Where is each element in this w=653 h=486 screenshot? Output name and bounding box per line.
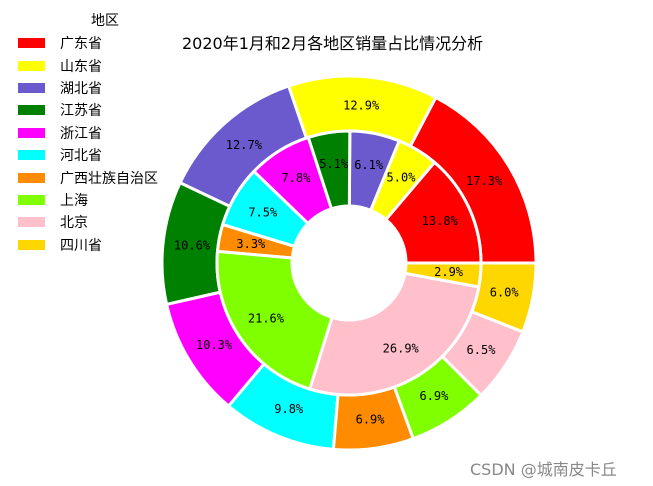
legend-label: 河北省 (60, 148, 102, 165)
watermark: CSDN @城南皮卡丘 (470, 460, 617, 479)
inner-slice-label-9: 2.9% (434, 265, 464, 279)
legend-label: 山东省 (60, 58, 102, 75)
outer-slice-label-2: 12.7% (226, 138, 263, 152)
inner-slice-8 (307, 271, 481, 397)
legend-item: 山东省 (12, 54, 158, 76)
chart-title: 2020年1月和2月各地区销量占比情况分析 (182, 34, 484, 53)
inner-slice-label-4: 7.8% (281, 171, 311, 185)
outer-slice-label-3: 10.6% (174, 239, 211, 253)
inner-slice-label-3: 5.1% (319, 157, 349, 171)
legend-swatch (18, 217, 45, 228)
legend-item: 河北省 (12, 144, 158, 166)
outer-slice-label-1: 12.9% (343, 98, 380, 112)
legend-label: 广西壮族自治区 (60, 170, 158, 187)
legend-swatch (18, 172, 45, 183)
legend-swatch (18, 239, 45, 250)
legend-item: 广西壮族自治区 (12, 166, 158, 188)
legend-swatch (18, 60, 45, 71)
legend-swatch (18, 38, 45, 49)
legend-label: 湖北省 (60, 80, 102, 97)
outer-slice-label-0: 17.3% (466, 174, 503, 188)
legend-swatch (18, 105, 45, 116)
outer-slice-label-4: 10.3% (196, 338, 233, 352)
legend-swatch (18, 82, 45, 93)
legend-item: 四川省 (12, 234, 158, 256)
legend-item: 湖北省 (12, 77, 158, 99)
legend-label: 江苏省 (60, 103, 102, 120)
legend-swatch (18, 150, 45, 161)
inner-slice-label-6: 3.3% (236, 237, 266, 251)
legend-item: 广东省 (12, 32, 158, 54)
legend-item: 上海 (12, 189, 158, 211)
slice-labels: 17.3% 12.9% 12.7% 10.6% 10.3% 9.8% 6.9% 6.9% 6.5… (174, 98, 520, 426)
inner-slice-label-5: 7.5% (248, 205, 278, 219)
legend-label: 北京 (60, 215, 88, 232)
inner-slice-label-8: 26.9% (383, 342, 420, 356)
outer-slice-label-7: 6.9% (419, 389, 449, 403)
legend-items: 广东省山东省湖北省江苏省浙江省河北省广西壮族自治区 上海北京四川省 (12, 32, 158, 256)
legend-label: 广东省 (60, 36, 102, 53)
outer-slice-label-6: 6.9% (356, 413, 386, 427)
legend-swatch (18, 194, 45, 205)
inner-slice-label-0: 13.8% (422, 214, 459, 228)
legend-item: 北京 (12, 211, 158, 233)
legend-swatch (18, 127, 45, 138)
legend-title: 地区 (91, 13, 119, 29)
legend-item: 浙江省 (12, 122, 158, 144)
inner-slice-label-1: 5.0% (387, 171, 417, 185)
inner-slice-7 (215, 249, 334, 391)
inner-slice-label-7: 21.6% (248, 312, 285, 326)
outer-slice-label-5: 9.8% (274, 402, 304, 416)
legend-label: 四川省 (60, 237, 102, 254)
inner-slice-9 (403, 261, 483, 289)
inner-slice-label-2: 6.1% (354, 158, 384, 172)
outer-slice-label-8: 6.5% (467, 343, 497, 357)
inner-ring (215, 129, 483, 397)
legend: 地区 广东省山东省湖北省江苏省浙江省河北省广西壮族自治区 上海北京四川省 (12, 10, 158, 256)
outer-slice-label-9: 6.0% (490, 286, 520, 300)
legend-item: 江苏省 (12, 99, 158, 121)
legend-label: 浙江省 (60, 125, 102, 142)
legend-label: 上海 (60, 192, 88, 209)
